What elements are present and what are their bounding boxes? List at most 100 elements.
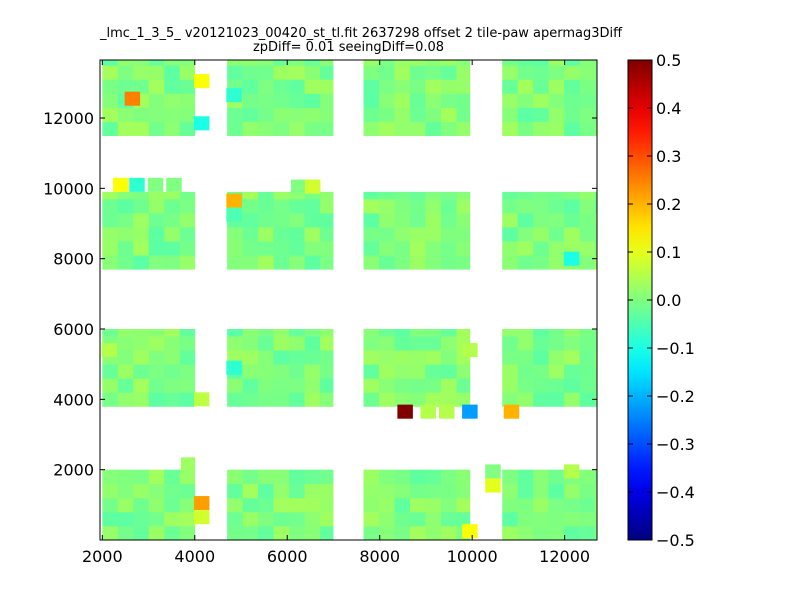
heatmap-cell-region-13-34 [179,65,196,80]
heatmap-cell-region-12-38 [595,227,597,242]
heatmap-cell-region-2-28 [304,483,321,499]
heatmap-cell-region-13-17 [133,60,150,66]
heatmap-cell-region-9-1 [102,241,119,256]
heatmap-cell-region-0-6 [117,511,134,527]
heatmap-cell-region-6-26 [289,364,305,379]
heatmap-cell-region-7-12 [394,392,411,407]
heatmap-cell-0 [124,91,141,106]
heatmap-cell-region-5-19 [148,378,165,393]
heatmap-cell-region-14-33 [304,79,321,94]
heatmap-cell-region-11-8 [379,227,395,242]
heatmap-cell-region-7-20 [409,364,426,379]
heatmap-cell-region-8-13 [533,378,550,393]
heatmap-cell-region-2-3 [227,483,244,499]
heatmap-cell-region-8-30 [579,392,596,407]
heatmap-cell-region-15-40 [456,65,471,80]
heatmap-cell-region-6-41 [320,329,334,337]
heatmap-cell-region-5-20 [148,364,165,379]
heatmap-cell-region-12-29 [564,191,581,200]
heatmap-cell-region-7-27 [425,350,442,365]
heatmap-cell-5 [129,177,145,192]
heatmap-cell-region-8-31 [579,378,596,393]
heatmap-cell-region-15-5 [363,60,380,66]
heatmap-cell-region-3-31 [456,511,471,527]
heatmap-cell-region-16-38 [595,93,597,108]
heatmap-cell-region-10-11 [242,191,259,200]
heatmap-cell-region-11-16 [394,198,411,214]
heatmap-cell-region-13-21 [148,79,165,94]
heatmap-cell-region-10-16 [258,198,275,214]
heatmap-cell-region-10-37 [320,241,334,256]
heatmap-cell-region-10-38 [320,227,334,242]
heatmap-cell-region-8-41 [595,329,597,337]
heatmap-cell-region-2-18 [273,483,290,499]
heatmap-cell-region-5-5 [102,329,119,337]
heatmap-cell-region-0-17 [148,497,165,513]
heatmap-cell-region-14-14 [258,93,275,108]
heatmap-cell-region-0-23 [164,483,181,499]
heatmap-cell-15 [226,360,242,375]
heatmap-cell-region-11-13 [394,241,411,256]
heatmap-cell-region-8-39 [595,350,597,365]
heatmap-cell-region-11-36 [456,255,471,270]
heatmap-cell-region-5-27 [164,350,181,365]
heatmap-cell-region-14-36 [320,121,334,137]
heatmap-cell-region-16-11 [517,60,534,66]
heatmap-cell-region-14-0 [227,121,244,137]
heatmap-cell-region-7-8 [379,364,395,379]
colorbar-tick-label: 0.5 [656,51,681,70]
heatmap-cell-region-3-0 [363,525,380,540]
heatmap-cell-region-16-32 [579,93,596,108]
heatmap-cell-region-12-17 [533,191,550,200]
heatmap-cell-region-2-11 [258,511,275,527]
heatmap-cell-region-0-2 [102,497,119,513]
heatmap-cell-region-6-12 [258,392,275,407]
heatmap-cell-region-12-22 [548,198,565,214]
heatmap-cell-region-8-2 [502,364,519,379]
heatmap-cell-region-13-12 [133,121,150,137]
heatmap-cell-region-8-6 [517,392,534,407]
heatmap-cell-region-14-32 [304,93,321,108]
heatmap-cell-region-11-1 [363,241,380,256]
heatmap-cell-region-13-3 [102,79,119,94]
heatmap-cell-region-2-2 [227,497,244,513]
heatmap-cell-region-10-21 [273,212,290,228]
heatmap-cell-region-12-37 [595,241,597,256]
heatmap-cell-region-5-29 [164,329,181,337]
heatmap-cell-region-11-21 [409,212,426,228]
heatmap-cell-region-15-10 [379,65,395,80]
heatmap-cell-region-16-23 [548,60,565,66]
heatmap-cell-region-8-12 [533,392,550,407]
heatmap-cell-region-16-5 [502,60,519,66]
heatmap-cell-region-3-29 [440,469,457,485]
y-tick-label: 4000 [53,390,94,409]
heatmap-cell-region-14-38 [320,93,334,108]
heatmap-cell-region-14-9 [242,79,259,94]
heatmap-cell-8 [226,193,242,208]
y-tick-label: 12000 [43,109,94,128]
heatmap-cell-region-10-32 [304,227,321,242]
heatmap-cell-region-13-26 [164,93,181,108]
heatmap-cell-region-15-38 [456,93,471,108]
heatmap-cell-region-15-17 [394,60,411,66]
heatmap-cell-region-12-9 [517,212,534,228]
heatmap-cell-region-5-25 [164,378,181,393]
heatmap-cell-14 [193,392,210,407]
heatmap-cell-region-11-18 [409,255,426,270]
heatmap-cell-region-7-25 [425,378,442,393]
heatmap-cell-region-9-30 [179,255,196,270]
heatmap-cell-region-13-5 [102,60,119,66]
heatmap-cell-region-6-39 [320,350,334,365]
heatmap-cell-region-3-19 [409,469,426,485]
heatmap-cell-region-11-10 [379,198,395,214]
heatmap-cell-region-3-25 [440,525,457,540]
y-tick-label: 8000 [53,250,94,269]
heatmap-cell-region-16-30 [579,121,596,137]
heatmap-cell-region-9-20 [148,227,165,242]
heatmap-cell-region-15-2 [363,93,380,108]
heatmap-cell-region-12-27 [564,212,581,228]
heatmap-cell-region-6-15 [258,350,275,365]
heatmap-cell-region-6-28 [289,336,305,351]
heatmap-cell-25 [485,464,501,479]
heatmap-cell-region-15-16 [394,65,411,80]
